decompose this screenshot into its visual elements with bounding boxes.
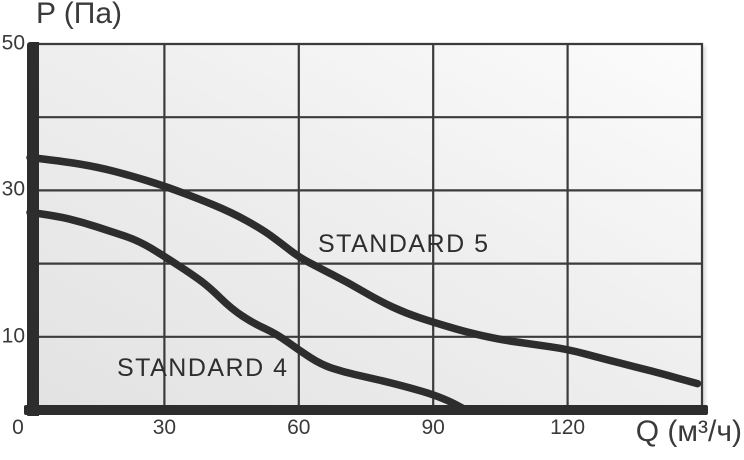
curve-standard-5 bbox=[26, 153, 702, 388]
x-tick-label: 90 bbox=[421, 416, 445, 439]
series-label-standard-4: STANDARD 4 bbox=[117, 354, 289, 382]
series-label-standard-5: STANDARD 5 bbox=[318, 230, 490, 258]
y-tick-labels: 50 30 10 bbox=[0, 0, 25, 460]
y-tick-label: 30 bbox=[1, 177, 25, 201]
x-tick-label: 120 bbox=[550, 416, 586, 439]
y-tick-label: 50 bbox=[1, 31, 25, 55]
y-axis-title: P (Па) bbox=[36, 0, 123, 30]
x-tick-label: 0 bbox=[12, 416, 24, 439]
curve-standard-4 bbox=[26, 208, 469, 414]
plot-area bbox=[30, 44, 702, 410]
y-axis bbox=[27, 42, 39, 416]
x-tick-label: 30 bbox=[152, 416, 177, 439]
x-axis bbox=[24, 405, 708, 415]
x-axis-title: Q (м³/ч) bbox=[635, 415, 742, 448]
y-tick-label: 10 bbox=[1, 324, 25, 348]
x-tick-label: 60 bbox=[287, 416, 311, 439]
